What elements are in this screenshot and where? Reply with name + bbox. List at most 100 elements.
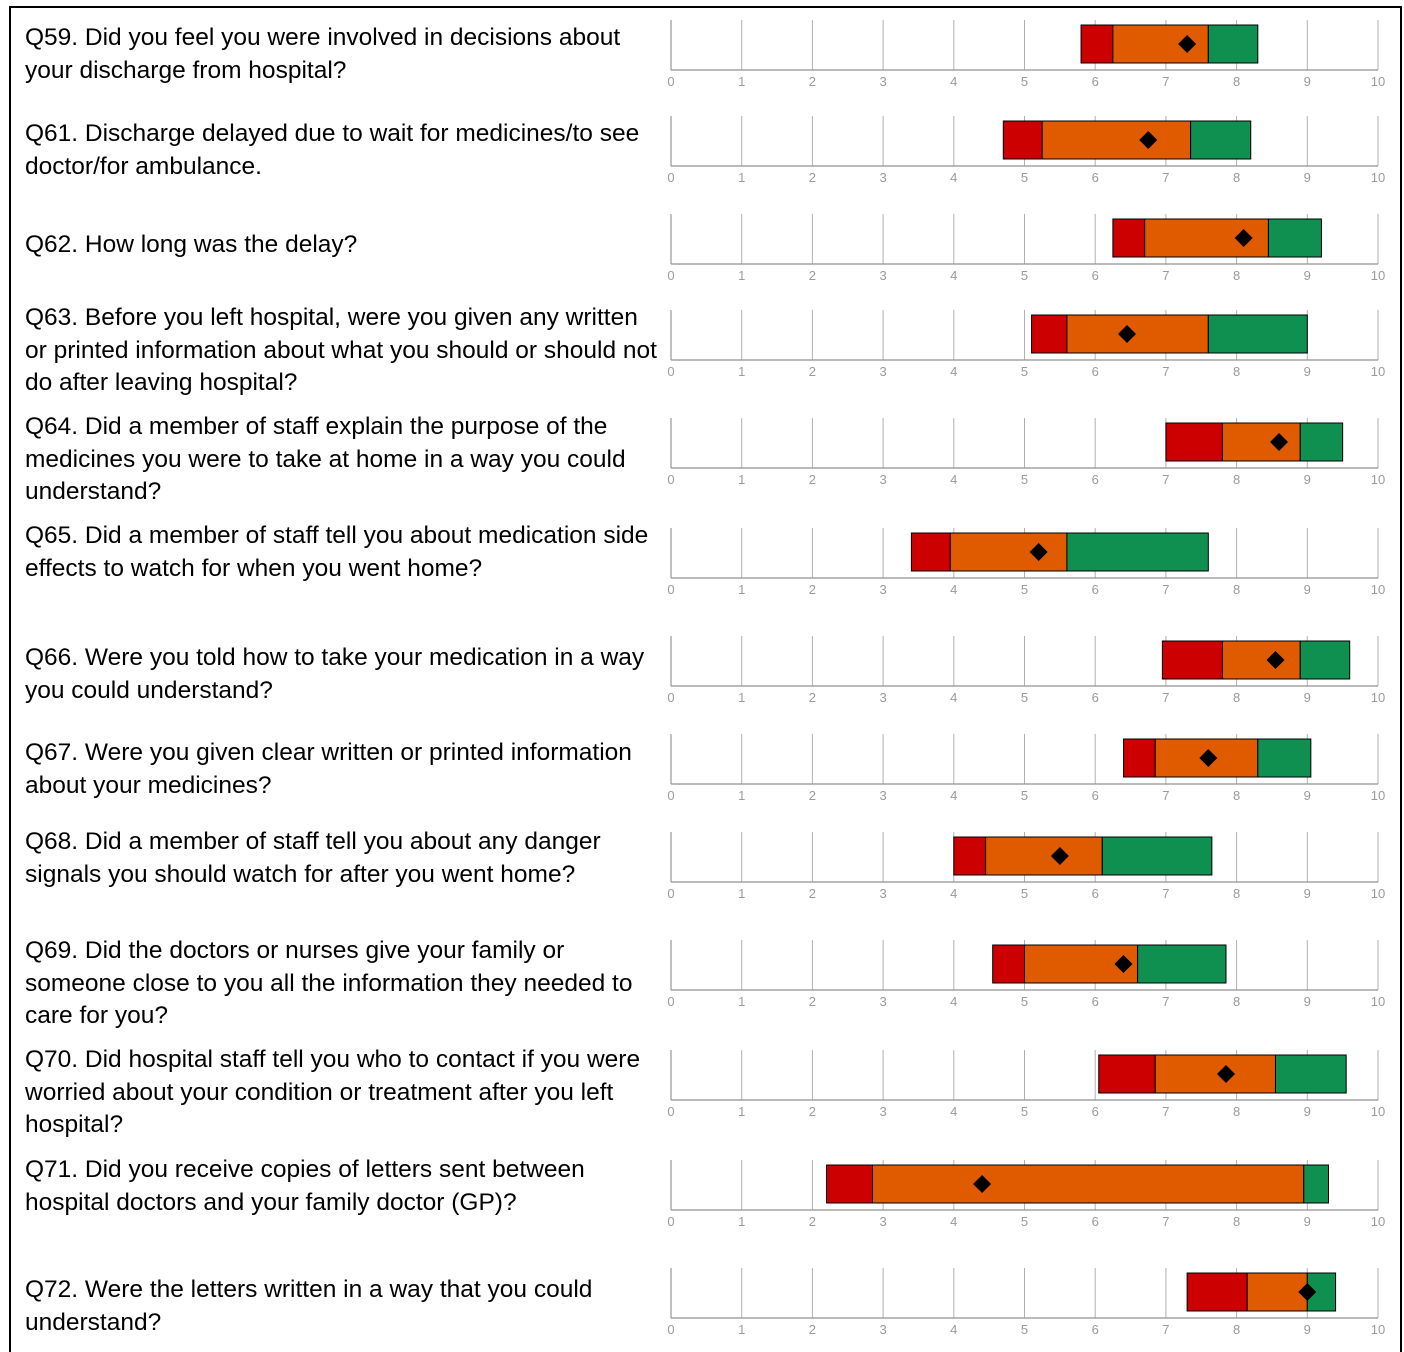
bar-segment-mid (1066, 314, 1209, 354)
tick-label: 1 (738, 994, 745, 1009)
tick-label: 8 (1233, 1104, 1240, 1119)
tick-label: 5 (1021, 886, 1028, 901)
tick-label: 7 (1162, 582, 1169, 597)
tick-label: 0 (667, 364, 674, 379)
bar-segment-low (953, 836, 987, 876)
tick-label: 2 (809, 788, 816, 803)
tick-label: 8 (1233, 886, 1240, 901)
tick-label: 2 (809, 1322, 816, 1337)
tick-label: 9 (1304, 170, 1311, 185)
tick-label: 2 (809, 472, 816, 487)
tick-label: 6 (1092, 170, 1099, 185)
tick-label: 5 (1021, 364, 1028, 379)
tick-label: 6 (1092, 1104, 1099, 1119)
chart-row: 0 1 2 3 4 5 6 7 8 9 10 (667, 1050, 1385, 1119)
tick-label: 7 (1162, 994, 1169, 1009)
chart-row: 0 1 2 3 4 5 6 7 8 9 10 (667, 528, 1385, 597)
bar-segment-low (1122, 738, 1156, 778)
tick-label: 7 (1162, 1104, 1169, 1119)
tick-label: 1 (738, 788, 745, 803)
tick-label: 10 (1371, 788, 1385, 803)
question-label: Q68. Did a member of staff tell you abou… (25, 828, 601, 888)
bar-segment-low (1080, 24, 1114, 64)
tick-label: 4 (950, 690, 957, 705)
tick-label: 1 (738, 268, 745, 283)
score-marker (1216, 1065, 1235, 1083)
tick-label: 2 (809, 364, 816, 379)
tick-label: 1 (738, 886, 745, 901)
tick-label: 0 (667, 582, 674, 597)
tick-label: 9 (1304, 364, 1311, 379)
bar-segment-mid (1154, 1054, 1276, 1094)
tick-label: 10 (1371, 74, 1385, 89)
tick-label: 9 (1304, 1104, 1311, 1119)
tick-label: 1 (738, 582, 745, 597)
tick-label: 2 (809, 74, 816, 89)
tick-label: 1 (738, 1214, 745, 1229)
tick-label: 3 (879, 788, 886, 803)
bar-segment-mid (1221, 422, 1301, 462)
chart-row: 0 1 2 3 4 5 6 7 8 9 10 (667, 418, 1385, 487)
score-marker (1266, 651, 1285, 669)
tick-label: 7 (1162, 364, 1169, 379)
question-label: Q70. Did hospital staff tell you who to … (25, 1046, 641, 1138)
question-label: Q72. Were the letters written in a way t… (25, 1276, 593, 1336)
tick-label: 10 (1371, 1104, 1385, 1119)
tick-label: 5 (1021, 1104, 1028, 1119)
tick-label: 4 (950, 170, 957, 185)
tick-label: 3 (879, 472, 886, 487)
tick-label: 2 (809, 170, 816, 185)
bar-segment-high (1207, 24, 1259, 64)
tick-label: 4 (950, 268, 957, 283)
tick-label: 6 (1092, 788, 1099, 803)
question-label: Q66. Were you told how to take your medi… (25, 644, 645, 704)
bar-segment-low (1186, 1272, 1248, 1312)
chart-row: 0 1 2 3 4 5 6 7 8 9 10 (667, 310, 1385, 379)
tick-label: 4 (950, 582, 957, 597)
question-label: Q63. Before you left hospital, were you … (25, 304, 657, 396)
tick-label: 3 (879, 170, 886, 185)
tick-label: 10 (1371, 268, 1385, 283)
bar-segment-high (1303, 1164, 1330, 1204)
tick-label: 9 (1304, 994, 1311, 1009)
tick-label: 9 (1304, 886, 1311, 901)
question-label: Q65. Did a member of staff tell you abou… (25, 522, 649, 582)
tick-label: 2 (809, 994, 816, 1009)
tick-label: 9 (1304, 74, 1311, 89)
tick-label: 7 (1162, 1322, 1169, 1337)
chart-row: 0 1 2 3 4 5 6 7 8 9 10 (667, 1268, 1385, 1337)
tick-label: 1 (738, 1104, 745, 1119)
score-marker (1114, 955, 1133, 973)
tick-label: 9 (1304, 1214, 1311, 1229)
tick-label: 0 (667, 74, 674, 89)
tick-label: 10 (1371, 364, 1385, 379)
tick-label: 8 (1233, 1322, 1240, 1337)
tick-label: 6 (1092, 994, 1099, 1009)
chart-row: 0 1 2 3 4 5 6 7 8 9 10 (667, 636, 1385, 705)
tick-label: 0 (667, 690, 674, 705)
tick-label: 10 (1371, 690, 1385, 705)
bar-segment-high (1190, 120, 1252, 160)
tick-label: 6 (1092, 582, 1099, 597)
score-marker (1029, 543, 1048, 561)
tick-label: 3 (879, 1214, 886, 1229)
tick-label: 5 (1021, 1322, 1028, 1337)
chart-row: 0 1 2 3 4 5 6 7 8 9 10 (667, 734, 1385, 803)
tick-label: 5 (1021, 1214, 1028, 1229)
tick-label: 8 (1233, 170, 1240, 185)
tick-label: 8 (1233, 994, 1240, 1009)
tick-label: 6 (1092, 74, 1099, 89)
tick-label: 3 (879, 994, 886, 1009)
tick-label: 8 (1233, 472, 1240, 487)
score-marker (1199, 749, 1218, 767)
question-label: Q61. Discharge delayed due to wait for m… (25, 120, 640, 180)
tick-label: 9 (1304, 788, 1311, 803)
question-label: Q59. Did you feel you were involved in d… (25, 24, 621, 84)
tick-label: 7 (1162, 74, 1169, 89)
tick-label: 10 (1371, 170, 1385, 185)
tick-label: 9 (1304, 690, 1311, 705)
tick-label: 2 (809, 582, 816, 597)
bar-segment-mid (949, 532, 1068, 572)
tick-label: 1 (738, 1322, 745, 1337)
bar-segment-high (1257, 738, 1312, 778)
